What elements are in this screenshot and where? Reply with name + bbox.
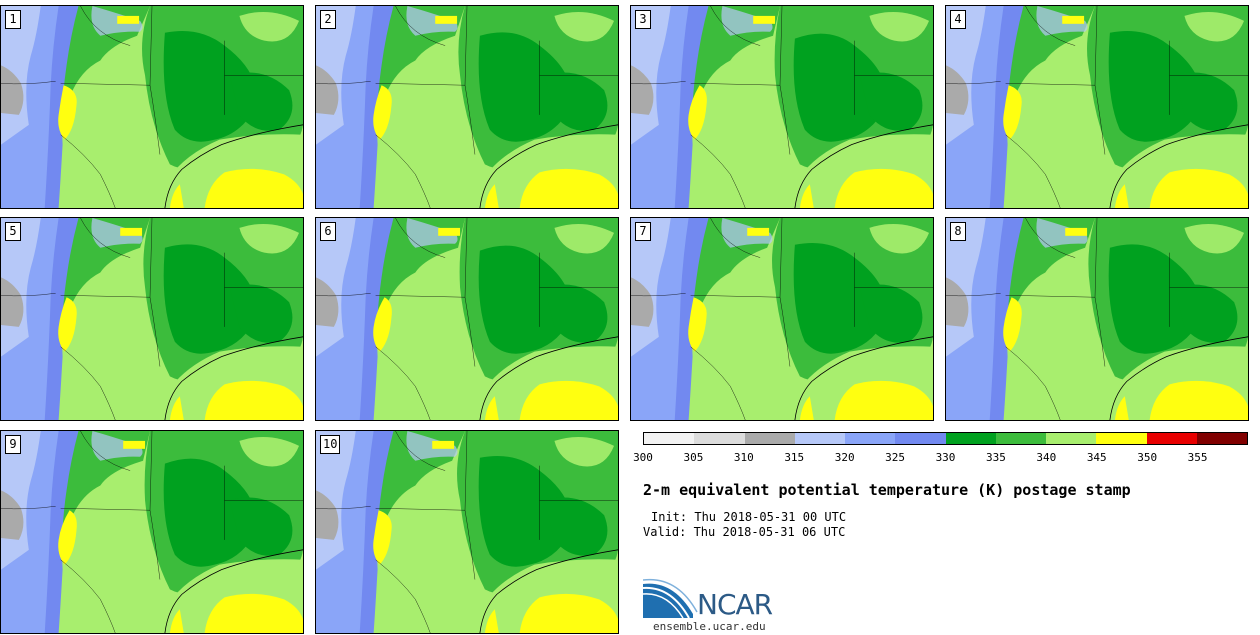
map-field <box>316 6 618 208</box>
colorbar-tick-label: 310 <box>733 451 754 464</box>
member-number: 10 <box>320 435 341 454</box>
colorbar-tick-label: 340 <box>1036 451 1057 464</box>
colorbar-segment <box>1146 433 1197 444</box>
map-field <box>316 218 618 420</box>
member-number: 9 <box>5 435 21 454</box>
colorbar-segment <box>694 433 745 444</box>
map-field <box>946 6 1248 208</box>
member-map-panel: 3 <box>630 5 934 209</box>
colorbar-segment <box>1046 433 1097 444</box>
colorbar-segment <box>1196 433 1247 444</box>
colorbar-segment <box>945 433 996 444</box>
colorbar-segment <box>644 433 695 444</box>
map-field <box>631 6 933 208</box>
map-field <box>316 431 618 633</box>
colorbar-tick-label: 320 <box>834 451 855 464</box>
colorbar-tick-label: 325 <box>885 451 906 464</box>
member-number: 7 <box>635 222 651 241</box>
member-map-panel: 4 <box>945 5 1249 209</box>
member-map-panel: 1 <box>0 5 304 209</box>
colorbar-tick-label: 335 <box>985 451 1006 464</box>
member-map-panel: 2 <box>315 5 619 209</box>
valid-time: Valid: Thu 2018-05-31 06 UTC <box>643 525 846 539</box>
member-map-panel: 6 <box>315 217 619 421</box>
logo-text: NCAR <box>697 588 773 621</box>
map-field <box>1 218 303 420</box>
member-map-panel: 5 <box>0 217 304 421</box>
colorbar-segment <box>1096 433 1147 444</box>
member-map-panel: 9 <box>0 430 304 634</box>
member-number: 3 <box>635 10 651 29</box>
colorbar-segment <box>744 433 795 444</box>
page-title: 2-m equivalent potential temperature (K)… <box>643 481 1131 499</box>
colorbar-segment <box>995 433 1046 444</box>
map-field <box>1 6 303 208</box>
colorbar-tick-label: 330 <box>935 451 956 464</box>
colorbar-tick-label: 355 <box>1187 451 1208 464</box>
map-field <box>631 218 933 420</box>
colorbar <box>643 432 1248 445</box>
member-number: 6 <box>320 222 336 241</box>
colorbar-tick-label: 300 <box>633 451 653 464</box>
map-field <box>946 218 1248 420</box>
member-number: 4 <box>950 10 966 29</box>
colorbar-tick-label: 350 <box>1137 451 1158 464</box>
colorbar-segment <box>845 433 896 444</box>
member-map-panel: 8 <box>945 217 1249 421</box>
colorbar-tick-label: 345 <box>1086 451 1107 464</box>
member-number: 8 <box>950 222 966 241</box>
member-number: 2 <box>320 10 336 29</box>
map-field <box>1 431 303 633</box>
member-number: 1 <box>5 10 21 29</box>
colorbar-segment <box>794 433 845 444</box>
colorbar-segment <box>895 433 946 444</box>
member-number: 5 <box>5 222 21 241</box>
init-time: Init: Thu 2018-05-31 00 UTC <box>651 510 847 524</box>
member-map-panel: 7 <box>630 217 934 421</box>
logo-url: ensemble.ucar.edu <box>653 620 766 633</box>
colorbar-tick-label: 315 <box>784 451 805 464</box>
member-map-panel: 10 <box>315 430 619 634</box>
ncar-logo-icon <box>643 578 698 619</box>
colorbar-tick-label: 305 <box>683 451 704 464</box>
